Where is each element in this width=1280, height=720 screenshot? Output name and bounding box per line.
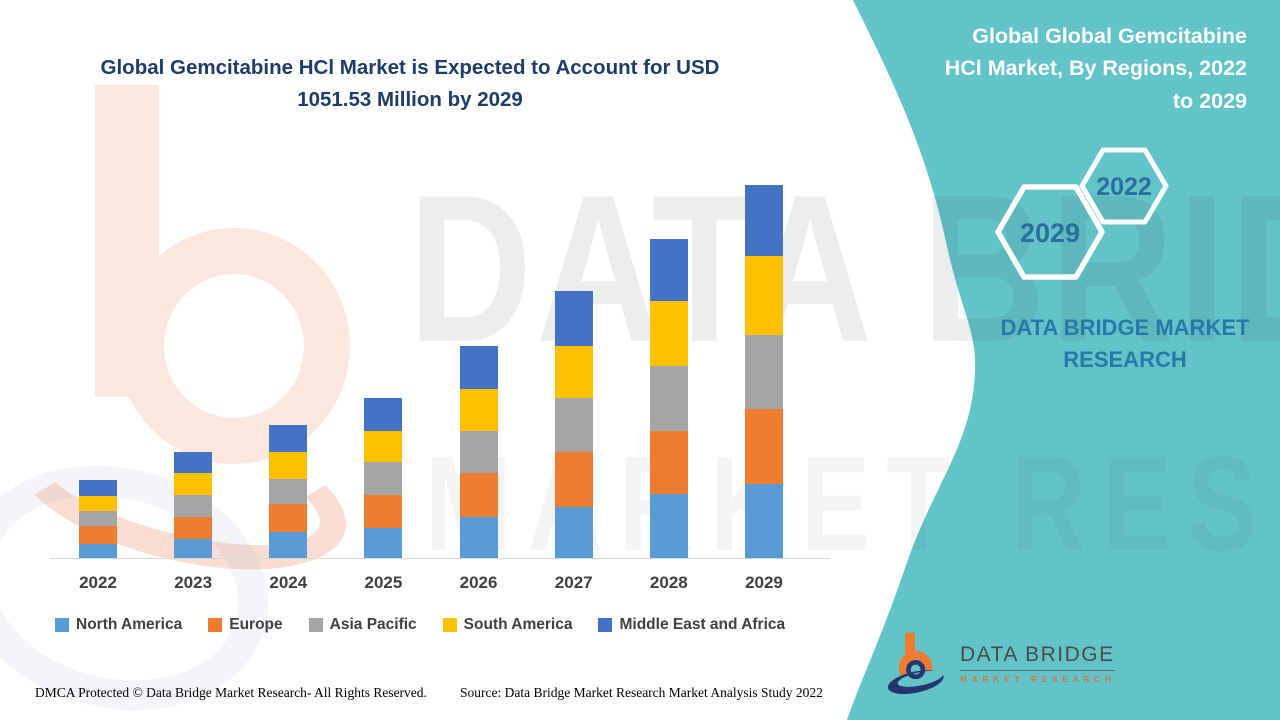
- bar-2022-europe: [79, 525, 117, 544]
- bar-2027: [536, 184, 612, 559]
- bar-2029: [726, 184, 802, 559]
- databridge-logo-icon: [887, 632, 944, 695]
- bar-stack-2022: [79, 480, 117, 559]
- bar-stack-2028: [649, 238, 688, 559]
- legend-swatch-south-america: [442, 618, 457, 632]
- bar-2029-south-america: [744, 256, 783, 336]
- logo-title: DATA BRIDGE: [960, 643, 1116, 671]
- legend-swatch-middle-east-and-africa: [598, 618, 613, 632]
- legend-swatch-europe: [208, 618, 223, 632]
- bar-2022-north-america: [79, 543, 117, 559]
- bar-2026-south-america: [459, 388, 498, 432]
- legend-swatch-north-america: [55, 618, 69, 632]
- x-axis-label-2025: 2025: [364, 573, 403, 592]
- x-axis-label-2026: 2026: [459, 573, 498, 592]
- bar-2022-middle-east-and-africa: [79, 480, 117, 496]
- x-axis-labels: 2022 2023 2024 2025 2026 2027 2028 2029: [60, 573, 802, 593]
- x-axis-label-2023: 2023: [174, 573, 213, 592]
- x-axis-line: [50, 558, 830, 559]
- bar-2024: [250, 184, 326, 559]
- bar-stack-2026: [459, 345, 498, 559]
- bar-2028: [631, 184, 707, 559]
- bar-2026-north-america: [459, 517, 498, 559]
- legend-item-south-america: South America: [442, 616, 573, 634]
- bar-2025-europe: [364, 495, 403, 529]
- hexagon-2029-label: 2029: [1019, 218, 1081, 248]
- bar-2024-south-america: [269, 451, 308, 479]
- legend-swatch-asia-pacific: [308, 618, 323, 632]
- bar-2026-europe: [459, 472, 498, 518]
- source-note: Source: Data Bridge Market Research Mark…: [460, 685, 823, 700]
- chart-legend: North America Europe Asia Pacific South Ame…: [55, 616, 785, 634]
- bar-2023-south-america: [174, 473, 213, 496]
- legend-item-asia-pacific: Asia Pacific: [308, 616, 417, 634]
- bar-2029-asia-pacific: [744, 335, 783, 410]
- legend-label-south-america: South America: [463, 616, 573, 633]
- bar-2025-north-america: [364, 528, 403, 559]
- bar-2024-north-america: [269, 532, 308, 559]
- x-axis-label-2029: 2029: [745, 573, 783, 592]
- bar-2023-asia-pacific: [174, 495, 213, 517]
- x-axis-label-2027: 2027: [554, 573, 593, 592]
- legend-item-middle-east-and-africa: Middle East and Africa: [598, 616, 785, 634]
- bar-2027-middle-east-and-africa: [554, 291, 593, 346]
- panel-title: Global Global Gemcitabine HCl Market, By…: [944, 24, 1247, 113]
- logo-subtitle: MARKET RESEARCH: [960, 673, 1116, 684]
- bar-2026-asia-pacific: [459, 431, 498, 473]
- legend-label-middle-east-and-africa: Middle East and Africa: [619, 616, 786, 633]
- databridge-logo: DATA BRIDGE MARKET RESEARCH: [886, 630, 1116, 696]
- bar-2022: [60, 184, 136, 559]
- bar-2027-asia-pacific: [554, 397, 593, 453]
- bar-2023: [155, 184, 231, 559]
- legend-label-europe: Europe: [229, 616, 283, 633]
- bar-2027-europe: [554, 452, 593, 507]
- bar-2029-middle-east-and-africa: [744, 185, 783, 257]
- bar-2022-asia-pacific: [79, 510, 117, 526]
- bar-2024-europe: [269, 503, 308, 533]
- bar-2028-europe: [649, 431, 688, 494]
- bar-stack-2027: [554, 291, 593, 559]
- bar-2025: [345, 184, 421, 559]
- bar-stack-2029: [744, 185, 783, 559]
- bar-2022-south-america: [79, 495, 117, 511]
- bar-2026: [441, 184, 517, 559]
- brand-panel-text: DATA BRIDGE MARKET RESEARCH: [1000, 315, 1250, 372]
- x-axis-label-2022: 2022: [79, 573, 117, 592]
- legend-label-north-america: North America: [76, 616, 183, 633]
- bar-stack-2025: [364, 398, 403, 559]
- bar-2025-middle-east-and-africa: [364, 398, 403, 432]
- bar-2026-middle-east-and-africa: [459, 345, 498, 389]
- bar-stack-2024: [269, 425, 308, 559]
- stacked-bar-chart: [60, 184, 802, 559]
- bar-2024-middle-east-and-africa: [269, 425, 308, 452]
- databridge-logo-text: DATA BRIDGE MARKET RESEARCH: [960, 643, 1116, 684]
- bar-2029-europe: [744, 409, 783, 484]
- x-axis-label-2028: 2028: [649, 573, 688, 592]
- bar-2028-asia-pacific: [649, 365, 688, 432]
- hexagon-2022-label: 2022: [1096, 173, 1152, 201]
- x-axis-label-2024: 2024: [269, 573, 308, 592]
- bar-2024-asia-pacific: [269, 478, 308, 504]
- bar-2023-middle-east-and-africa: [174, 451, 213, 474]
- legend-item-north-america: North America: [55, 616, 182, 634]
- bar-2023-europe: [174, 516, 213, 540]
- bar-2029-north-america: [744, 483, 783, 559]
- dmca-notice: DMCA Protected © Data Bridge Market Rese…: [35, 685, 427, 700]
- bar-2028-south-america: [649, 301, 688, 366]
- bar-2027-south-america: [554, 345, 593, 398]
- bar-2027-north-america: [554, 506, 593, 559]
- chart-headline: Global Gemcitabine HCl Market is Expecte…: [100, 56, 720, 111]
- bar-2028-middle-east-and-africa: [649, 238, 688, 302]
- bar-2025-asia-pacific: [364, 461, 403, 496]
- legend-item-europe: Europe: [208, 616, 283, 634]
- bar-2025-south-america: [364, 431, 403, 462]
- bar-stack-2023: [174, 451, 213, 559]
- legend-label-asia-pacific: Asia Pacific: [329, 616, 417, 633]
- bar-2028-north-america: [649, 493, 688, 559]
- bar-2023-north-america: [174, 539, 213, 559]
